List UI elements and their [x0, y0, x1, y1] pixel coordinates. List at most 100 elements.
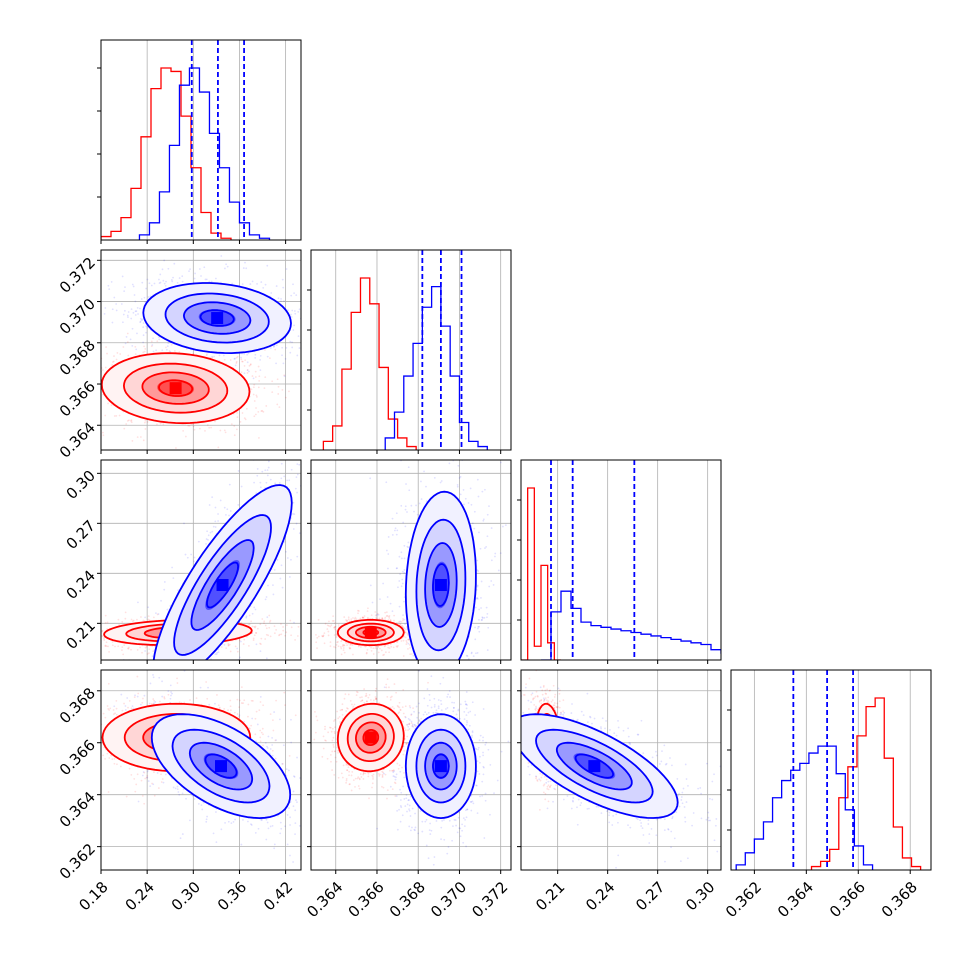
sample-point — [280, 623, 282, 625]
sample-point — [200, 677, 202, 679]
hist-red-step — [101, 67, 232, 240]
sample-point — [107, 284, 110, 287]
sample-point — [144, 348, 147, 350]
sample-point — [374, 611, 377, 613]
sample-point — [190, 553, 193, 556]
sample-point — [392, 646, 395, 649]
sample-point — [252, 386, 255, 389]
sample-point — [282, 286, 285, 289]
sample-point — [241, 412, 244, 414]
sample-point — [400, 620, 403, 623]
sample-point — [219, 429, 222, 432]
hist-red-step — [521, 487, 561, 660]
sample-point — [204, 429, 206, 432]
sample-point — [240, 640, 242, 643]
sample-point — [168, 350, 171, 352]
sample-point — [130, 419, 133, 422]
sample-point — [271, 380, 274, 383]
sample-point — [269, 478, 272, 481]
sample-point — [304, 418, 306, 420]
sample-point — [230, 423, 233, 426]
sample-point — [115, 303, 118, 305]
sample-point — [237, 504, 240, 506]
sample-point — [268, 621, 271, 623]
sample-point — [332, 615, 335, 618]
sample-point — [142, 619, 145, 622]
sample-point — [213, 355, 215, 358]
sample-point — [121, 646, 124, 649]
sample-point — [121, 620, 124, 623]
sample-point — [246, 353, 249, 356]
sample-point — [107, 645, 109, 648]
sample-point — [217, 513, 219, 515]
sample-point — [393, 619, 395, 622]
sample-point — [233, 425, 236, 427]
sample-point — [200, 275, 202, 277]
sample-point — [157, 336, 160, 338]
sample-point — [252, 637, 255, 640]
sample-point — [412, 654, 415, 657]
histogram-3 — [735, 670, 922, 870]
sample-point — [131, 344, 134, 347]
sample-point — [463, 503, 465, 506]
sample-point — [402, 655, 405, 657]
sample-point — [226, 508, 229, 511]
sample-point — [161, 268, 164, 271]
sample-point — [104, 645, 107, 647]
sample-point — [142, 326, 145, 329]
sample-point — [285, 550, 287, 553]
sample-point — [377, 651, 380, 654]
sample-point — [404, 636, 407, 639]
sample-point — [225, 263, 228, 266]
sample-point — [295, 522, 298, 525]
sample-point — [89, 361, 91, 363]
sample-point — [294, 638, 297, 641]
sample-point — [263, 620, 266, 623]
sample-point — [458, 477, 461, 479]
axes-border — [100, 249, 302, 451]
sample-point — [198, 427, 201, 430]
sample-point — [477, 495, 480, 498]
sample-point — [285, 624, 288, 627]
sample-point — [343, 644, 346, 647]
sample-point — [250, 388, 253, 391]
sample-point — [193, 277, 196, 280]
sample-point — [139, 321, 142, 324]
sample-point — [486, 513, 489, 516]
sample-point — [90, 374, 92, 376]
sample-point — [334, 628, 337, 631]
sample-point — [93, 362, 95, 364]
sample-point — [320, 325, 322, 327]
sample-point — [268, 614, 271, 617]
sample-point — [296, 473, 299, 476]
sample-point — [488, 505, 490, 507]
sample-point — [239, 420, 242, 423]
sample-point — [243, 372, 246, 375]
sample-point — [136, 332, 138, 335]
sample-point — [364, 318, 366, 320]
hist-red-step — [322, 277, 417, 450]
sample-point — [251, 665, 253, 667]
sample-point — [113, 296, 116, 299]
contour-line — [164, 292, 270, 344]
sample-point — [246, 372, 249, 374]
sample-point — [431, 458, 433, 460]
sample-point — [322, 328, 324, 330]
sample-point — [263, 387, 266, 390]
sample-point — [164, 666, 166, 668]
sample-point — [400, 624, 403, 627]
sample-point — [402, 635, 405, 638]
sample-point — [349, 643, 352, 646]
sample-point — [208, 504, 211, 506]
sample-point — [167, 342, 170, 345]
sample-point — [162, 423, 165, 426]
sample-point — [490, 580, 493, 582]
sample-point — [103, 475, 105, 477]
sample-point — [182, 429, 185, 432]
sample-point — [101, 369, 104, 371]
sample-point — [255, 394, 258, 397]
sample-point — [367, 616, 369, 619]
sample-point — [405, 639, 408, 642]
contour-line — [190, 539, 255, 631]
sample-point — [106, 621, 109, 624]
